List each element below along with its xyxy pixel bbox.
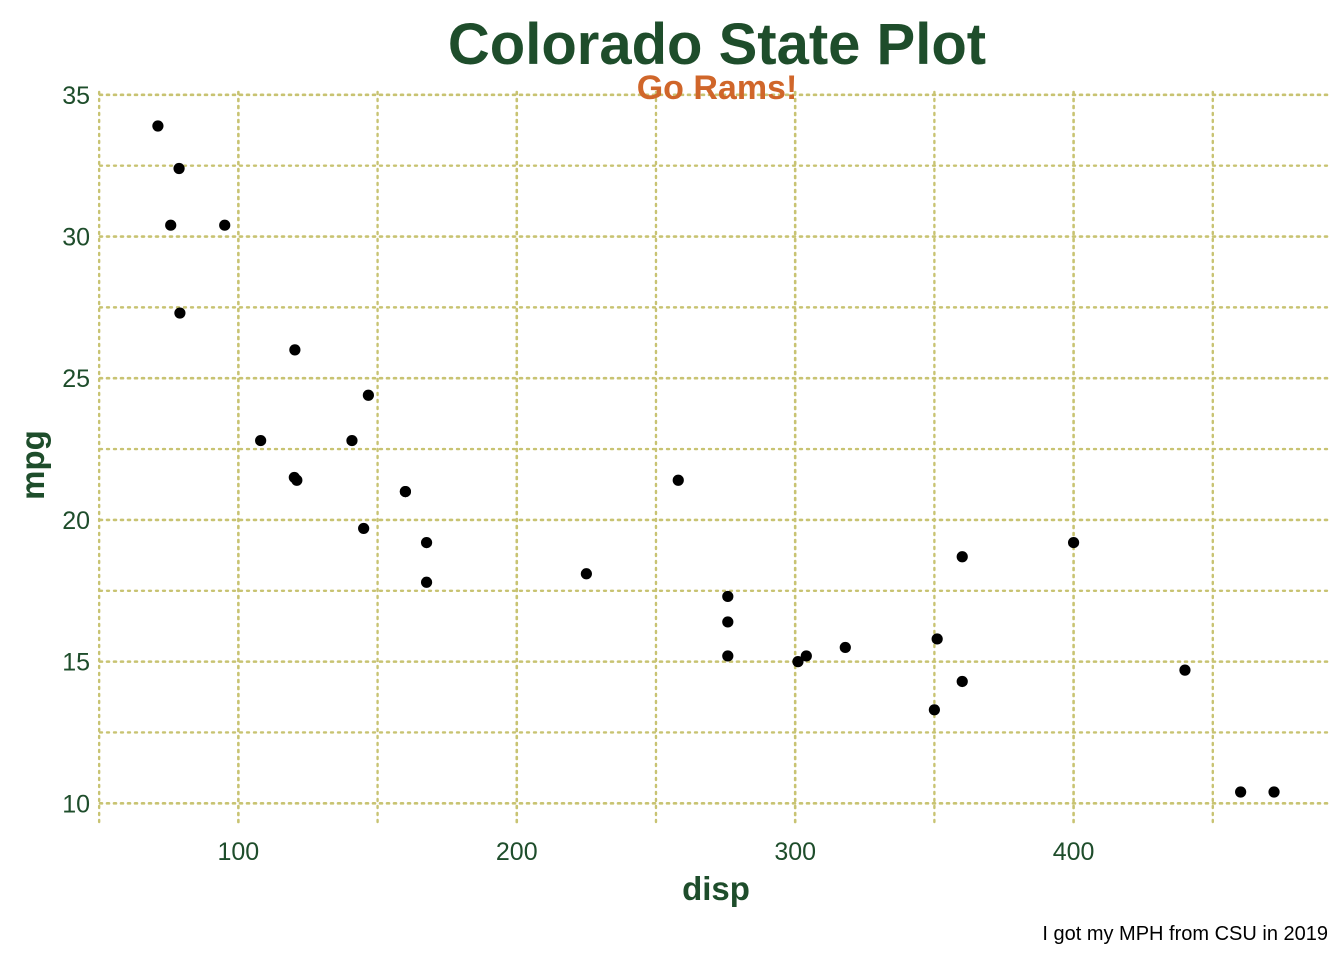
data-point <box>722 590 734 603</box>
data-point <box>165 219 177 231</box>
y-axis-title: mpg <box>14 430 51 500</box>
y-tick-label: 25 <box>62 365 90 393</box>
data-point <box>928 704 940 716</box>
chart-caption: I got my MPH from CSU in 2019 <box>1042 923 1328 945</box>
data-point <box>931 633 943 645</box>
data-points <box>152 120 1280 798</box>
data-point <box>722 650 734 662</box>
data-point <box>956 675 968 688</box>
data-point <box>792 656 804 668</box>
data-point <box>399 485 412 498</box>
data-point <box>1067 537 1080 549</box>
data-point <box>346 434 358 447</box>
x-tick-label: 200 <box>496 838 538 866</box>
x-tick-label: 400 <box>1053 838 1095 866</box>
data-point <box>219 219 231 231</box>
data-point <box>291 474 303 486</box>
data-point <box>289 344 301 356</box>
y-tick-label: 35 <box>62 82 90 110</box>
data-point <box>362 389 374 401</box>
x-axis-title: disp <box>682 870 750 907</box>
data-point <box>956 551 968 563</box>
data-point <box>1179 664 1191 676</box>
chart-title: Colorado State Plot <box>448 12 986 77</box>
x-tick-label: 100 <box>218 838 260 866</box>
data-point <box>174 307 186 319</box>
data-point <box>255 434 267 447</box>
x-axis-tick-labels: 100 200 300 400 <box>218 838 1095 866</box>
y-tick-label: 10 <box>62 790 90 818</box>
data-point <box>800 650 812 662</box>
minor-grid <box>97 90 1332 828</box>
data-point <box>722 616 734 628</box>
data-point <box>152 120 164 132</box>
y-tick-label: 30 <box>62 224 90 252</box>
data-point <box>173 162 185 175</box>
y-tick-label: 15 <box>62 649 90 677</box>
data-point <box>580 568 592 580</box>
data-point <box>672 474 684 486</box>
x-tick-label: 300 <box>774 838 816 866</box>
data-point <box>420 576 433 588</box>
y-tick-label: 20 <box>62 507 90 535</box>
data-point <box>420 537 433 549</box>
data-point <box>1268 786 1280 798</box>
data-point <box>1235 786 1247 798</box>
major-grid <box>98 90 1332 828</box>
data-point <box>358 522 370 535</box>
y-axis-tick-labels: 10 15 20 25 30 35 <box>62 82 90 818</box>
chart-subtitle: Go Rams! <box>637 69 798 107</box>
data-point <box>839 641 851 654</box>
